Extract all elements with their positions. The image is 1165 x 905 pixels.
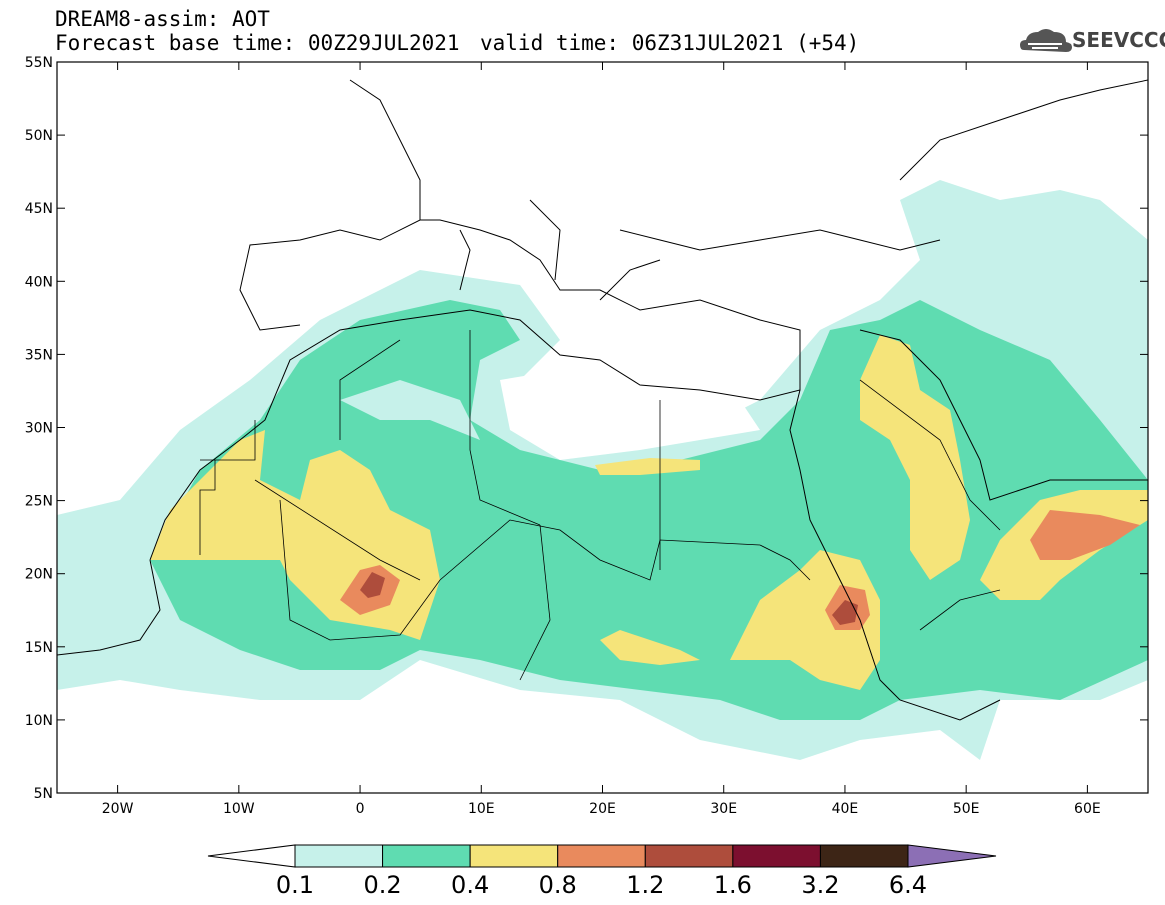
lat-tick-label: 30N <box>25 421 53 437</box>
lon-tick-label: 20W <box>102 801 134 817</box>
colorbar-label: 0.4 <box>451 871 489 899</box>
lat-tick-label: 35N <box>25 347 53 363</box>
aot-clear-sahara <box>340 380 480 440</box>
lat-tick-label: 45N <box>25 201 53 217</box>
colorbar-box <box>382 844 471 868</box>
lat-tick-label: 20N <box>25 567 53 583</box>
country-borders <box>199 330 1001 681</box>
lat-tick-label: 50N <box>25 128 53 144</box>
lon-tick-label: 60E <box>1074 801 1101 817</box>
colorbar-box <box>644 844 734 868</box>
lat-tick-label: 40N <box>25 274 53 290</box>
aot-contour-0.4-libya <box>595 458 700 475</box>
lon-tick-label: 50E <box>953 801 980 817</box>
latitude-ticks: 55N 50N 45N 40N 35N 30N 25N 20N 15N 10N 5N <box>25 55 1148 802</box>
colorbar-label: 3.2 <box>801 871 839 899</box>
colorbar-label: 1.6 <box>714 871 752 899</box>
aot-contour-1.2 <box>360 572 385 598</box>
colorbar-label: 0.8 <box>539 871 577 899</box>
lat-tick-label: 5N <box>34 786 53 802</box>
aot-contour-0.4-iraq <box>860 335 970 580</box>
colorbar: 0.1 0.2 0.4 0.8 1.2 1.6 3.2 6.4 <box>207 844 997 899</box>
valid-time: valid time: 06Z31JUL2021 (+54) <box>480 31 860 55</box>
colorbar-label: 1.2 <box>626 871 664 899</box>
colorbar-box <box>732 844 821 868</box>
lat-tick-label: 15N <box>25 640 53 656</box>
map-title: DREAM8-assim: AOT <box>55 7 270 31</box>
colorbar-high-arrow <box>907 844 997 868</box>
lat-tick-label: 25N <box>25 494 53 510</box>
colorbar-box <box>819 844 909 868</box>
aot-contour-0.8-oman <box>1030 510 1140 560</box>
aot-contour-1.2-east <box>832 600 858 625</box>
aot-contour-0.4-chad <box>600 630 700 665</box>
colorbar-label: 0.1 <box>276 871 314 899</box>
lon-tick-label: 40E <box>832 801 859 817</box>
aot-clear-libya <box>500 370 760 460</box>
colorbar-low-arrow <box>207 844 296 868</box>
seevccc-logo-text: SEEVCCC <box>1072 28 1165 52</box>
lon-tick-label: 10W <box>223 801 255 817</box>
lon-tick-label: 20E <box>589 801 616 817</box>
forecast-base-time: Forecast base time: 00Z29JUL2021 <box>55 31 460 55</box>
cloud-logo-icon <box>1020 29 1072 52</box>
colorbar-label: 6.4 <box>889 871 927 899</box>
colorbar-box <box>294 844 384 868</box>
lat-tick-label: 10N <box>25 713 53 729</box>
lon-tick-label: 10E <box>468 801 495 817</box>
colorbar-box <box>469 844 559 868</box>
longitude-ticks: 20W 10W 0 10E 20E 30E 40E 50E 60E <box>102 62 1101 817</box>
coastlines <box>57 79 1148 721</box>
lon-tick-label: 30E <box>710 801 737 817</box>
colorbar-label: 0.2 <box>363 871 401 899</box>
lat-tick-label: 55N <box>25 55 53 71</box>
aot-field <box>57 62 1148 793</box>
colorbar-box <box>557 844 646 868</box>
lon-tick-label: 0 <box>356 801 365 817</box>
